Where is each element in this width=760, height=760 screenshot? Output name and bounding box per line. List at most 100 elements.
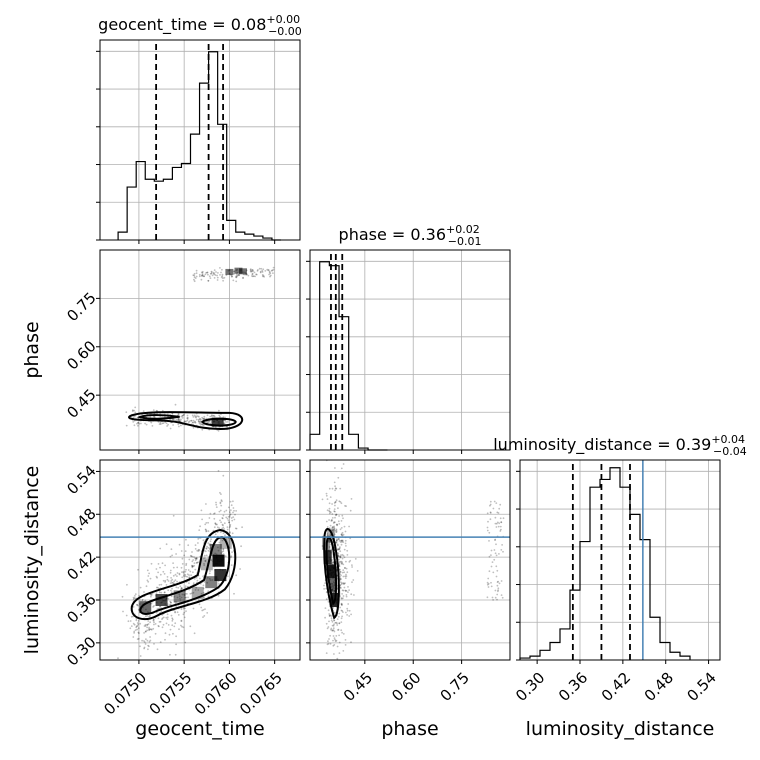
sample-point [208,275,211,278]
sample-point [177,413,180,416]
sample-point [488,555,491,558]
sample-point [332,530,334,532]
sample-point [344,582,346,585]
sample-point [178,418,181,421]
sample-point [219,502,222,505]
sample-point [212,415,215,417]
sample-point [161,562,164,565]
sample-point [356,570,359,572]
sample-point [230,275,233,278]
sample-point [340,617,343,620]
sample-point [137,627,140,630]
sample-point [148,645,150,648]
sample-point [339,587,342,589]
sample-point [494,522,497,525]
sample-point [213,512,216,515]
sample-point [233,518,236,521]
sample-point [350,593,353,596]
sample-point [193,276,196,279]
sample-point [135,625,138,628]
sample-point [194,559,197,562]
sample-point [222,532,225,535]
sample-point [152,618,155,621]
sample-point [228,516,231,518]
sample-point [192,582,195,584]
sample-point [207,542,210,544]
sample-point [272,266,275,269]
sample-point [494,552,497,555]
sample-point [344,530,347,533]
y-tick-label: 0.54 [63,462,99,498]
sample-point [180,596,183,599]
sample-point [146,639,149,642]
sample-point [343,525,346,528]
sample-point [216,274,219,277]
sample-point [333,525,335,528]
sample-point [343,571,346,574]
sample-point [341,571,344,574]
sample-point [223,510,226,513]
sample-point [213,415,216,418]
sample-point [183,593,186,596]
sample-point [170,548,173,551]
sample-point [180,550,183,552]
sample-point [181,417,184,419]
sample-point [490,549,493,552]
sample-point [188,588,191,591]
sample-point [206,414,209,417]
sample-point [221,551,224,553]
sample-point [500,528,502,531]
sample-point [171,581,173,584]
sample-point [330,619,333,622]
sample-point [184,607,186,610]
sample-point [219,519,221,522]
sample-point [160,583,163,586]
sample-point [146,579,149,582]
sample-point [498,522,501,525]
sample-point [229,513,232,516]
sample-point [169,555,172,558]
sample-point [345,567,348,570]
sample-point [184,585,187,587]
sample-point [145,585,148,588]
sample-point [348,589,350,591]
sample-point [327,600,330,603]
sample-point [490,565,493,568]
sample-point [335,639,338,642]
sample-point [222,548,225,550]
sample-point [220,521,223,524]
sample-point [339,586,342,589]
sample-point [251,275,253,277]
contour-inner [136,414,180,420]
sample-point [155,409,158,412]
sample-point [195,416,198,419]
sample-point [226,528,229,531]
sample-point [210,538,213,541]
sample-point [190,574,193,577]
density-cell [326,528,335,543]
sample-point [336,618,339,620]
sample-point [190,419,193,422]
sample-point [192,571,194,574]
sample-point [144,615,147,618]
sample-point [330,617,333,619]
sample-point [154,632,157,635]
sample-point [149,636,152,638]
sample-point [328,546,331,548]
sample-point [490,581,492,584]
sample-point [211,274,214,277]
sample-point [261,271,264,273]
sample-point [239,568,242,570]
sample-point [185,538,187,541]
contour-outer [130,528,237,621]
sample-point [235,280,238,283]
histogram-steps [117,51,281,241]
sample-point [328,613,331,615]
sample-point [262,274,265,277]
sample-point [187,421,190,424]
sample-point [227,506,230,509]
sample-point [157,625,160,627]
sample-point [203,562,205,565]
sample-point [349,559,352,562]
sample-point [178,425,180,428]
